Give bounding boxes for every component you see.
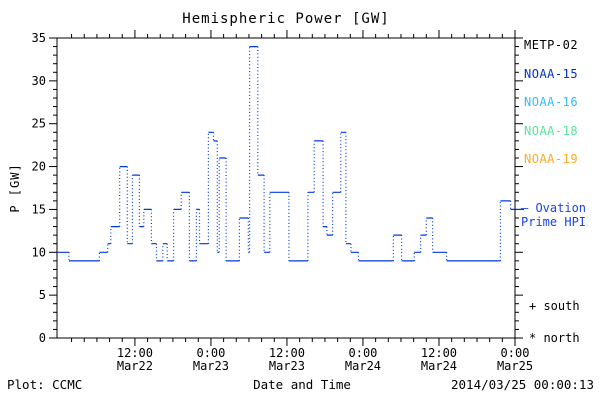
north-marker-label: * north	[529, 331, 580, 345]
series-label-line2: Prime HPI	[521, 215, 587, 229]
y-tick-label: 30	[32, 74, 46, 88]
y-tick-label: 15	[32, 202, 46, 216]
south-marker-label: + south	[529, 299, 580, 313]
x-tick-time: 0:00	[196, 346, 225, 360]
y-tick-label: 35	[32, 31, 46, 45]
x-tick-date: Mar23	[193, 359, 229, 373]
x-tick-time: 12:00	[117, 346, 153, 360]
x-tick-date: Mar25	[497, 359, 533, 373]
x-tick-time: 12:00	[269, 346, 305, 360]
x-tick-time: 12:00	[421, 346, 457, 360]
plot-frame	[56, 37, 516, 339]
plot-source-label: Plot: CCMC	[7, 377, 83, 392]
x-tick-labels: 12:00Mar220:00Mar2312:00Mar230:00Mar2412…	[117, 346, 533, 373]
series-label-ovation-prime-hpi: — Ovation Prime HPI	[521, 201, 586, 229]
y-tick-label: 25	[32, 117, 46, 131]
y-tick-label: 10	[32, 245, 46, 259]
hpi-vertical-segments	[68, 46, 512, 261]
x-tick-date: Mar24	[421, 359, 457, 373]
y-tick-labels: 0 5 10 15 20 25 30 35	[32, 31, 46, 345]
hpi-step-curve	[57, 46, 515, 262]
x-tick-date: Mar23	[269, 359, 305, 373]
y-tick-label: 5	[39, 288, 46, 302]
legend-item-noaa15: NOAA-15	[524, 66, 579, 81]
legend-item-noaa16: NOAA-16	[524, 95, 579, 109]
y-axis-label: P [GW]	[8, 163, 22, 213]
x-tick-date: Mar24	[345, 359, 381, 373]
legend-item-metp02: METP-02	[524, 38, 579, 52]
x-axis-caption: Date and Time	[253, 377, 351, 392]
y-tick-label: 0	[39, 331, 46, 345]
legend-item-noaa18: NOAA-18	[524, 123, 579, 138]
x-tick-time: 0:00	[501, 346, 530, 360]
x-tick-time: 0:00	[349, 346, 378, 360]
x-tick-date: Mar22	[117, 359, 153, 373]
y-tick-label: 20	[32, 160, 46, 174]
axes	[49, 30, 523, 346]
plot-title: Hemispheric Power [GW]	[182, 11, 390, 27]
satellite-legend: METP-02 NOAA-15 NOAA-16 NOAA-18 NOAA-19	[524, 38, 578, 166]
plot-timestamp: 2014/03/25 00:00:13	[451, 377, 594, 392]
legend-item-noaa19: NOAA-19	[524, 152, 579, 166]
hpi-horizontal-segments	[57, 46, 515, 262]
series-label-line1: — Ovation	[521, 201, 587, 215]
